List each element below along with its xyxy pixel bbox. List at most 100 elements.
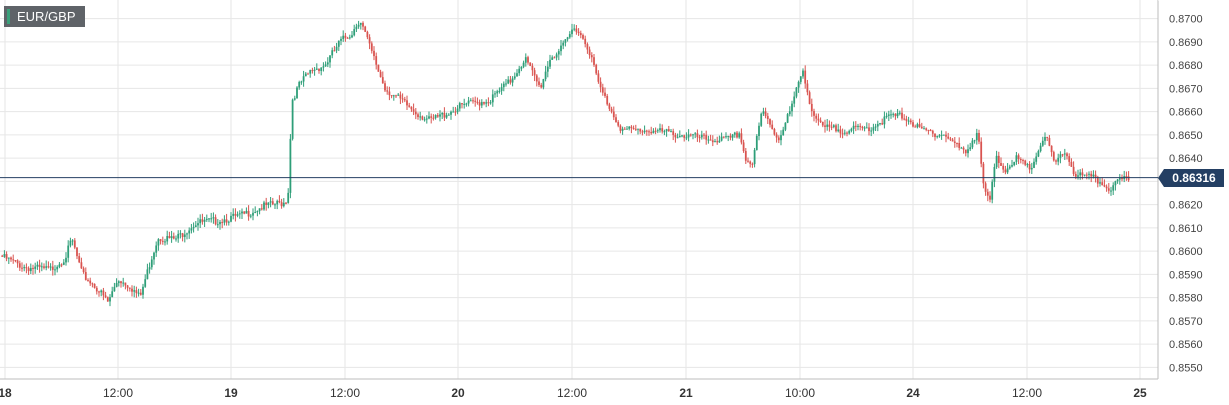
- candle-body: [472, 100, 474, 102]
- candle-body: [663, 131, 666, 133]
- candle-body: [194, 225, 197, 227]
- candle-body: [285, 202, 287, 204]
- candle-body: [122, 282, 125, 284]
- candle-body: [236, 214, 239, 216]
- candle-body: [557, 51, 560, 55]
- candle-body: [500, 87, 503, 91]
- candle-body: [870, 130, 873, 132]
- candle-body: [1081, 172, 1084, 176]
- candle-body: [458, 103, 461, 109]
- candle-body: [896, 113, 899, 117]
- candle-body: [509, 79, 512, 83]
- candle-body: [137, 292, 140, 294]
- candle-body: [1110, 190, 1112, 192]
- symbol-label: EUR/GBP: [4, 6, 85, 27]
- candle-body: [439, 114, 441, 117]
- y-tick-label: 0.8570: [1169, 316, 1203, 328]
- y-tick-label: 0.8550: [1169, 362, 1203, 374]
- candle-body: [410, 106, 413, 110]
- candle-body: [582, 35, 584, 39]
- candle-body: [711, 140, 714, 143]
- candle-body: [890, 114, 892, 116]
- candle-body: [652, 130, 655, 134]
- candle-body: [179, 233, 182, 235]
- y-tick-label: 0.8620: [1169, 200, 1203, 212]
- candle-body: [861, 126, 864, 128]
- candle-body: [608, 104, 611, 109]
- candle-body: [100, 290, 103, 293]
- candle-body: [478, 102, 481, 106]
- candle-body: [263, 202, 265, 210]
- candle-body: [689, 134, 692, 136]
- candle-body: [971, 140, 974, 148]
- candle-body: [586, 44, 589, 50]
- candle-body: [282, 202, 285, 207]
- candle-body: [34, 266, 37, 269]
- x-tick-label: 24: [906, 386, 920, 400]
- candle-body: [1004, 169, 1007, 173]
- candle-body: [804, 70, 807, 84]
- candle-body: [837, 129, 840, 132]
- candle-body: [155, 245, 158, 253]
- candle-body: [150, 259, 153, 268]
- candle-body: [1055, 160, 1057, 162]
- candle-body: [324, 64, 327, 67]
- candle-body: [648, 131, 650, 133]
- candle-body: [159, 239, 162, 241]
- candle-body: [47, 266, 50, 268]
- candle-body: [408, 105, 411, 107]
- candle-body: [544, 71, 547, 80]
- candle-body: [216, 224, 219, 226]
- candle-body: [1074, 173, 1077, 177]
- candle-body: [505, 83, 507, 85]
- candle-body: [304, 73, 307, 77]
- candle-body: [476, 101, 479, 103]
- candle-body: [634, 128, 637, 130]
- candle-body: [452, 111, 455, 113]
- candle-body: [153, 252, 155, 260]
- candle-body: [232, 213, 235, 216]
- candle-body: [747, 160, 749, 162]
- candle-body: [555, 54, 558, 58]
- candle-body: [1088, 173, 1090, 175]
- candle-body: [524, 57, 527, 63]
- candle-body: [676, 137, 679, 139]
- candle-body: [632, 128, 635, 130]
- candle-body: [949, 138, 952, 140]
- x-tick-label: 12:00: [557, 386, 587, 400]
- candle-body: [1096, 177, 1099, 184]
- candle-body: [205, 218, 208, 220]
- candle-body: [905, 118, 908, 121]
- candle-body: [109, 297, 111, 302]
- candle-body: [1061, 154, 1064, 156]
- candle-body: [931, 130, 934, 134]
- candle-body: [846, 132, 848, 134]
- candle-body: [485, 102, 488, 104]
- candle-body: [973, 140, 976, 142]
- candle-body: [766, 116, 769, 120]
- candle-body: [337, 40, 340, 47]
- candle-body: [1105, 186, 1108, 189]
- candle-body: [1044, 136, 1046, 141]
- candle-body: [1068, 156, 1071, 162]
- candle-body: [311, 70, 314, 72]
- candle-body: [1035, 156, 1038, 162]
- candle-body: [553, 57, 556, 59]
- candle-body: [434, 115, 437, 119]
- candle-body: [412, 109, 415, 112]
- candle-body: [771, 124, 774, 130]
- candle-body: [82, 268, 85, 273]
- symbol-text: EUR/GBP: [17, 9, 76, 24]
- candle-body: [7, 257, 10, 259]
- candle-body: [166, 236, 169, 242]
- candle-body: [197, 223, 199, 226]
- x-tick-label: 10:00: [785, 386, 815, 400]
- candle-body: [830, 126, 833, 128]
- candle-body: [753, 149, 756, 165]
- candle-body: [903, 118, 906, 120]
- candle-body: [1092, 174, 1095, 177]
- candle-body: [964, 149, 967, 154]
- candle-body: [824, 125, 826, 127]
- candle-body: [329, 55, 331, 63]
